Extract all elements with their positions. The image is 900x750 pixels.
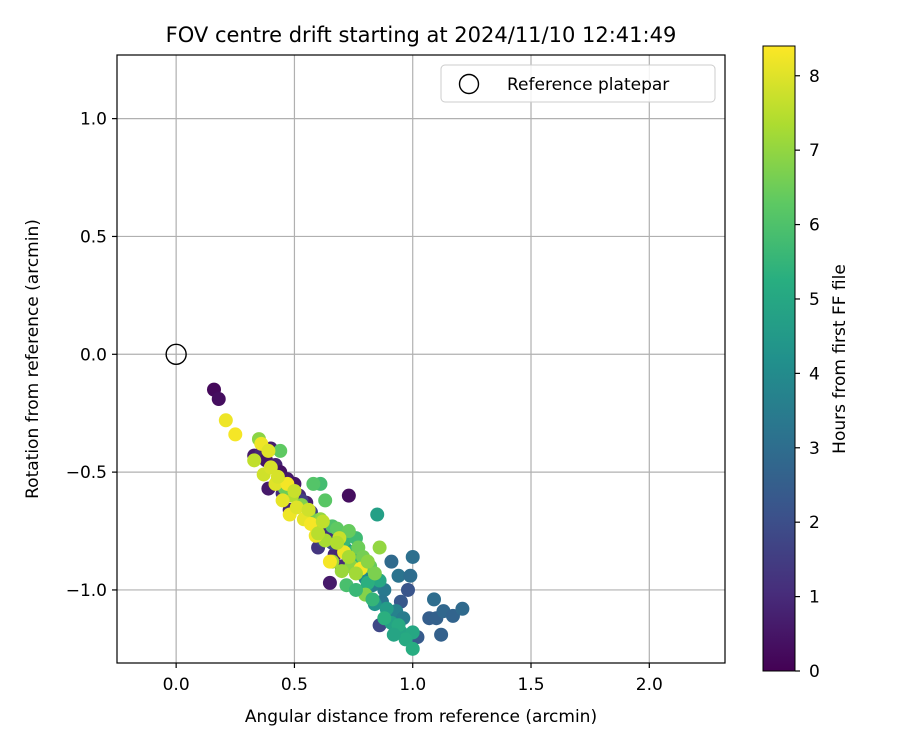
data-point xyxy=(273,443,288,458)
data-point xyxy=(348,582,363,597)
data-point xyxy=(247,453,262,468)
legend-marker-icon xyxy=(458,73,480,95)
data-point xyxy=(384,554,399,569)
x-axis-label: Angular distance from reference (arcmin) xyxy=(245,707,597,727)
data-point xyxy=(367,566,382,581)
data-point xyxy=(372,540,387,555)
y-tick-label: 1.0 xyxy=(80,110,107,130)
x-axis-ticks: 0.0 0.5 1.0 1.5 2.0 xyxy=(163,663,663,695)
x-tick-label: 1.5 xyxy=(517,675,544,695)
scatter-points xyxy=(206,382,470,656)
grid-lines xyxy=(117,55,725,663)
data-point xyxy=(218,413,233,428)
colorbar-label: Hours from first FF file xyxy=(830,264,850,454)
legend-box xyxy=(440,64,716,103)
data-point xyxy=(434,627,449,642)
data-point xyxy=(289,500,304,515)
legend: Reference platepar xyxy=(440,64,716,103)
y-tick-label: −1.0 xyxy=(66,581,107,601)
data-point xyxy=(322,575,337,590)
data-point xyxy=(400,582,415,597)
x-tick-label: 0.0 xyxy=(163,675,190,695)
data-point xyxy=(334,564,349,579)
colorbar-tick-label: 3 xyxy=(809,439,820,459)
data-point xyxy=(377,611,392,626)
data-point xyxy=(330,535,345,550)
data-point xyxy=(386,627,401,642)
colorbar-tick-label: 0 xyxy=(809,662,820,682)
plot-frame xyxy=(116,54,726,664)
data-point xyxy=(370,507,385,522)
reference-marker xyxy=(165,343,187,365)
y-tick-label: −0.5 xyxy=(66,463,107,483)
colorbar-tick-label: 4 xyxy=(809,364,820,384)
colorbar xyxy=(762,45,796,672)
data-point xyxy=(301,502,316,517)
data-point xyxy=(287,483,302,498)
data-point xyxy=(341,488,356,503)
y-axis-ticks: −1.0 −0.5 0.0 0.5 1.0 xyxy=(66,110,117,601)
y-tick-label: 0.0 xyxy=(80,345,107,365)
data-point xyxy=(275,493,290,508)
chart-title: FOV centre drift starting at 2024/11/10 … xyxy=(166,23,677,47)
colorbar-tick-label: 1 xyxy=(809,588,820,608)
colorbar-ticks: 0 1 2 3 4 5 6 7 8 xyxy=(795,67,820,682)
legend-entry-reference-platepar: Reference platepar xyxy=(507,75,669,95)
data-point xyxy=(405,641,420,656)
colorbar-tick-label: 7 xyxy=(809,141,820,161)
x-tick-label: 1.0 xyxy=(399,675,426,695)
x-tick-label: 0.5 xyxy=(281,675,308,695)
reference-point xyxy=(165,343,187,365)
data-point xyxy=(261,443,276,458)
data-point xyxy=(211,392,226,407)
data-point xyxy=(306,476,321,491)
data-point xyxy=(318,493,333,508)
x-tick-label: 2.0 xyxy=(636,675,663,695)
data-point xyxy=(348,566,363,581)
data-point xyxy=(270,469,285,484)
colorbar-tick-label: 6 xyxy=(809,216,820,236)
data-point xyxy=(315,514,330,529)
data-point xyxy=(365,592,380,607)
data-point xyxy=(360,554,375,569)
y-axis-label: Rotation from reference (arcmin) xyxy=(23,219,43,499)
data-point xyxy=(405,549,420,564)
colorbar-tick-label: 5 xyxy=(809,290,820,310)
data-point xyxy=(403,568,418,583)
data-point xyxy=(322,554,337,569)
y-tick-label: 0.5 xyxy=(80,227,107,247)
data-point xyxy=(228,427,243,442)
colorbar-tick-label: 2 xyxy=(809,513,820,533)
data-point xyxy=(311,526,326,541)
colorbar-tick-label: 8 xyxy=(809,67,820,87)
data-point xyxy=(455,601,470,616)
data-point xyxy=(427,592,442,607)
data-point xyxy=(391,568,406,583)
data-point xyxy=(341,549,356,564)
